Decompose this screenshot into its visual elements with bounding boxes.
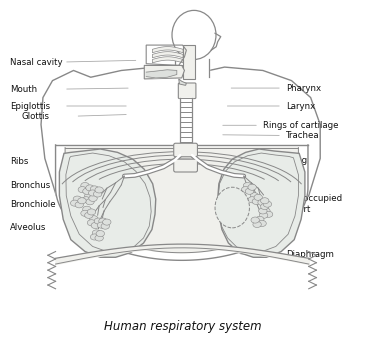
Polygon shape xyxy=(55,145,308,260)
Ellipse shape xyxy=(81,182,89,189)
Ellipse shape xyxy=(262,208,270,214)
Ellipse shape xyxy=(258,200,266,205)
Text: Glottis: Glottis xyxy=(22,112,50,121)
Ellipse shape xyxy=(73,196,81,202)
Polygon shape xyxy=(59,149,156,257)
Text: Epiglottis: Epiglottis xyxy=(10,101,50,110)
Polygon shape xyxy=(218,149,305,257)
Ellipse shape xyxy=(261,203,269,209)
Text: Lung: Lung xyxy=(286,155,307,165)
Ellipse shape xyxy=(245,188,254,194)
Ellipse shape xyxy=(260,212,268,218)
Text: Bronchiole: Bronchiole xyxy=(10,200,56,209)
Ellipse shape xyxy=(89,195,97,202)
Text: Bronchus: Bronchus xyxy=(10,181,51,190)
Ellipse shape xyxy=(90,216,98,222)
Ellipse shape xyxy=(87,220,96,226)
FancyBboxPatch shape xyxy=(174,143,197,157)
Ellipse shape xyxy=(88,190,97,196)
Ellipse shape xyxy=(252,198,261,204)
Ellipse shape xyxy=(78,198,86,204)
Text: Ribs: Ribs xyxy=(10,157,29,166)
Polygon shape xyxy=(41,67,320,243)
Ellipse shape xyxy=(86,185,94,191)
Ellipse shape xyxy=(90,186,99,192)
Ellipse shape xyxy=(90,234,99,240)
Ellipse shape xyxy=(263,201,272,207)
Ellipse shape xyxy=(81,210,89,216)
Ellipse shape xyxy=(78,186,87,193)
Text: Alveolus: Alveolus xyxy=(10,223,47,232)
Ellipse shape xyxy=(83,188,91,194)
Ellipse shape xyxy=(241,186,250,193)
Ellipse shape xyxy=(75,202,83,208)
FancyBboxPatch shape xyxy=(174,159,197,172)
Ellipse shape xyxy=(95,235,103,241)
Ellipse shape xyxy=(215,187,249,228)
Ellipse shape xyxy=(253,222,261,227)
Ellipse shape xyxy=(92,230,100,236)
Text: Nasal cavity: Nasal cavity xyxy=(10,57,63,66)
Ellipse shape xyxy=(97,222,106,228)
Ellipse shape xyxy=(101,223,109,229)
Ellipse shape xyxy=(85,212,93,218)
Text: Rings of cartilage: Rings of cartilage xyxy=(263,121,338,130)
Text: Trachea: Trachea xyxy=(286,131,319,140)
Ellipse shape xyxy=(254,194,262,201)
Polygon shape xyxy=(182,45,195,79)
Polygon shape xyxy=(65,148,298,253)
Ellipse shape xyxy=(94,218,102,224)
Ellipse shape xyxy=(251,217,260,223)
Polygon shape xyxy=(146,70,177,78)
Text: Mouth: Mouth xyxy=(10,85,38,94)
FancyBboxPatch shape xyxy=(178,83,196,99)
Ellipse shape xyxy=(256,216,264,223)
Ellipse shape xyxy=(99,218,107,224)
Text: Space occupied
by heart: Space occupied by heart xyxy=(274,194,343,214)
Ellipse shape xyxy=(83,206,91,212)
Ellipse shape xyxy=(85,193,93,199)
Ellipse shape xyxy=(250,193,259,199)
Polygon shape xyxy=(179,79,186,85)
Ellipse shape xyxy=(91,223,100,228)
Text: Human respiratory system: Human respiratory system xyxy=(104,320,262,333)
Ellipse shape xyxy=(96,230,104,237)
Ellipse shape xyxy=(258,221,266,226)
Ellipse shape xyxy=(264,211,273,217)
Ellipse shape xyxy=(86,199,94,205)
Polygon shape xyxy=(144,65,184,79)
Text: Larynx: Larynx xyxy=(286,101,315,110)
Ellipse shape xyxy=(82,197,90,203)
Ellipse shape xyxy=(94,191,102,197)
Ellipse shape xyxy=(172,10,216,60)
Text: Pharynx: Pharynx xyxy=(286,84,321,93)
Text: Diaphragm: Diaphragm xyxy=(286,250,334,259)
Ellipse shape xyxy=(259,208,267,214)
Ellipse shape xyxy=(248,197,256,203)
Ellipse shape xyxy=(248,184,256,190)
Ellipse shape xyxy=(71,200,79,206)
Ellipse shape xyxy=(261,198,269,204)
Ellipse shape xyxy=(95,187,103,193)
Ellipse shape xyxy=(243,182,252,189)
Ellipse shape xyxy=(87,209,96,215)
Ellipse shape xyxy=(102,219,111,225)
